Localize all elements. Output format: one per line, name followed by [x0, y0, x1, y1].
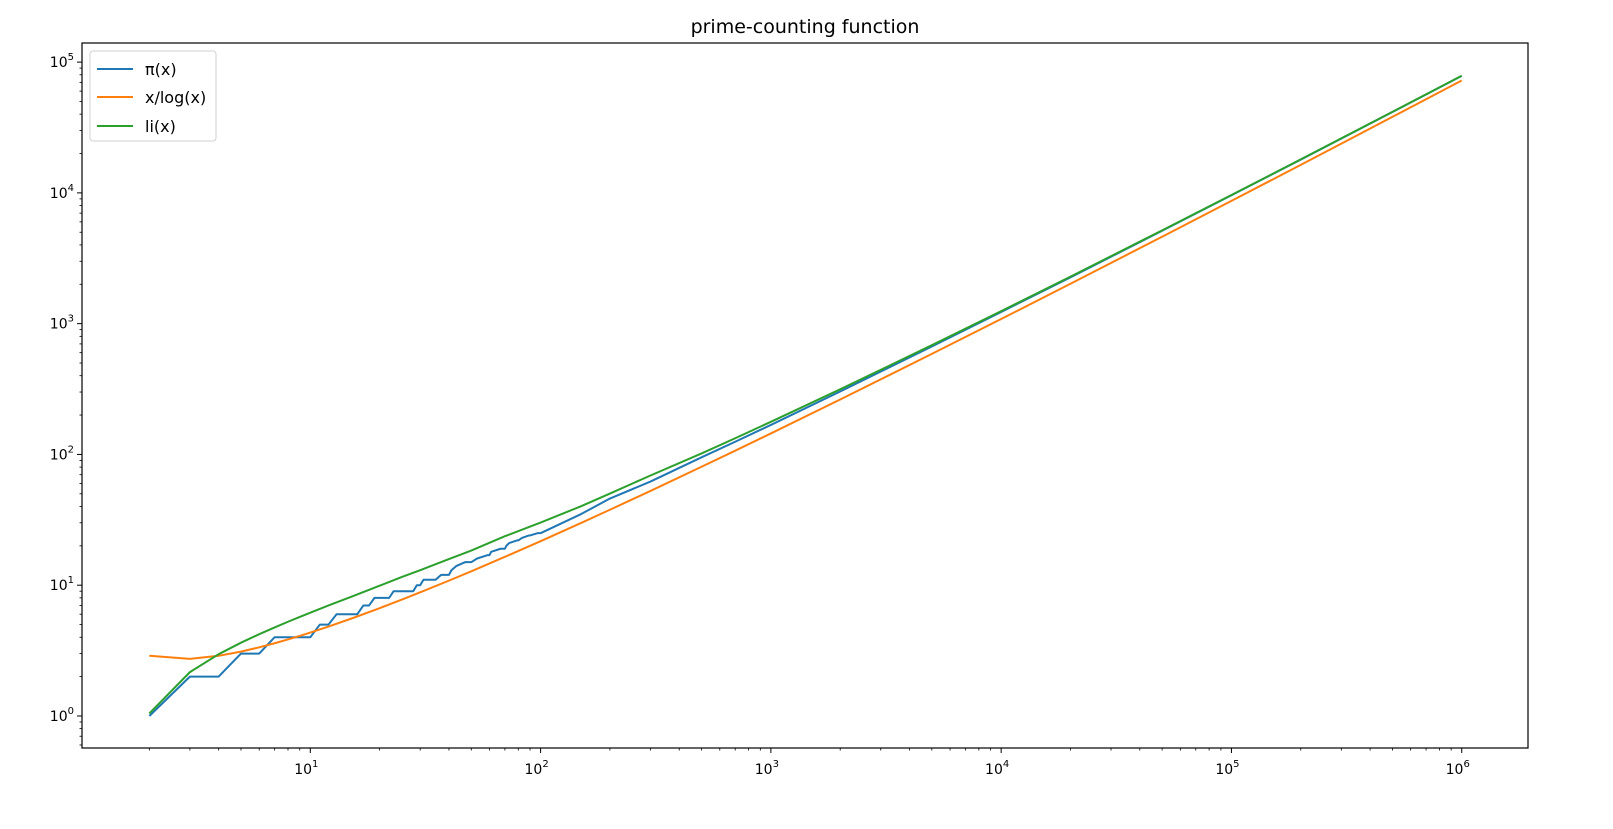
- legend-label-xlogx: x/log(x): [145, 88, 206, 107]
- legend-label-li: li(x): [145, 117, 176, 136]
- series-lines: [148, 74, 1463, 717]
- x-tick-label: 105: [1215, 759, 1239, 778]
- x-tick-label: 102: [524, 759, 548, 778]
- legend-box: [89, 50, 217, 142]
- x-tick-label: 101: [294, 759, 318, 778]
- legend-entry-xlogx: x/log(x): [97, 88, 206, 107]
- series-line-li: [148, 74, 1463, 715]
- legend-entry-li: li(x): [97, 117, 176, 136]
- x-tick-label: 103: [755, 759, 779, 778]
- axis-ticks: 101 102 103 104 105 106 100 101 102 103 104 105: [50, 52, 1470, 778]
- x-tick-label: 106: [1446, 759, 1470, 778]
- legend-label-pi: π(x): [145, 60, 177, 79]
- series-line-xlogx: [149, 79, 1463, 660]
- x-tick-label: 104: [985, 759, 1009, 778]
- y-tick-label: 105: [50, 52, 74, 71]
- y-tick-label: 103: [50, 314, 74, 333]
- y-tick-label: 100: [50, 706, 74, 725]
- y-tick-label: 102: [50, 444, 74, 463]
- series-line-pi: [148, 74, 1463, 717]
- y-tick-label: 101: [50, 575, 74, 594]
- y-tick-label: 104: [50, 183, 74, 202]
- chart-title: prime-counting function: [691, 16, 920, 38]
- legend: π(x) x/log(x) li(x): [89, 50, 217, 142]
- plot-frame: [81, 42, 1529, 749]
- legend-entry-pi: π(x): [97, 60, 177, 79]
